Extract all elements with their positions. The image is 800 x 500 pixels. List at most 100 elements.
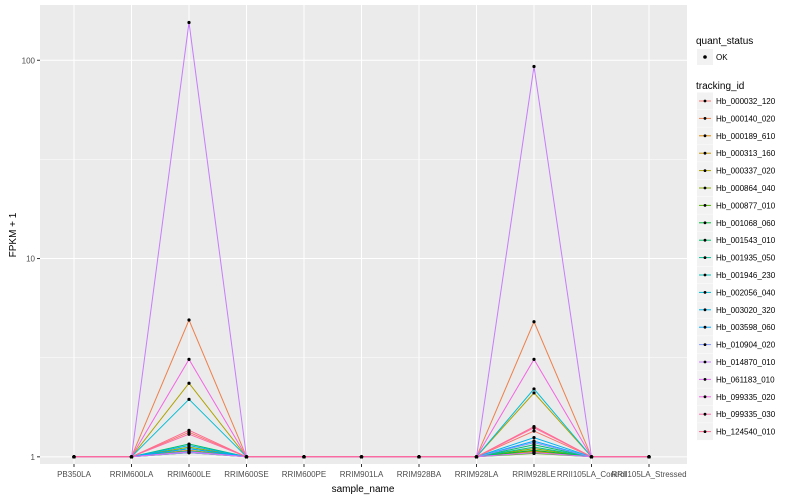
data-point <box>129 455 134 459</box>
legend-key-point <box>703 134 707 138</box>
x-tick-label: RRII105LA_Stressed <box>611 470 686 479</box>
x-tick-label: RRIM600LE <box>167 470 211 479</box>
x-tick-label: RRIM901LA <box>340 470 384 479</box>
legend-label-series: Hb_002056_040 <box>716 288 776 297</box>
y-tick-label: 100 <box>22 56 36 65</box>
x-tick-label: RRII105LA_Control <box>557 470 627 479</box>
x-tick-label: RRIM600LA <box>110 470 154 479</box>
legend-label-series: Hb_000877_010 <box>716 201 776 210</box>
y-tick-label: 10 <box>26 255 35 264</box>
legend-label-status: OK <box>716 53 728 62</box>
data-point <box>302 455 306 459</box>
legend-label-series: Hb_000313_160 <box>716 149 776 158</box>
y-tick-labels: 1 10 100 <box>22 56 36 462</box>
x-tick-label: RRIM928LA <box>455 470 499 479</box>
legend-label-series: Hb_099335_030 <box>716 410 776 419</box>
legend-label-series: Hb_001543_010 <box>716 236 776 245</box>
legend-series-items: Hb_000032_120 Hb_000140_020 Hb_000189_610 H… <box>697 92 776 441</box>
legend-key-point <box>703 117 707 120</box>
legend-key-point <box>703 256 707 259</box>
x-axis-title: sample_name <box>332 484 395 495</box>
data-point <box>532 443 536 447</box>
legend-key-point <box>703 308 707 312</box>
legend-label-series: Hb_003020_320 <box>716 306 776 315</box>
legend-key-point <box>703 412 707 416</box>
data-point <box>417 455 421 459</box>
legend: quant_status OK tracking_id Hb_000032_12… <box>696 36 776 441</box>
axis-ticks <box>37 59 650 467</box>
data-point <box>532 387 536 391</box>
x-tick-label: RRIM928LE <box>512 470 556 479</box>
data-point <box>187 20 191 25</box>
legend-label-series: Hb_001935_050 <box>716 254 776 263</box>
legend-key-point <box>703 378 707 381</box>
legend-label-series: Hb_000864_040 <box>716 184 776 193</box>
data-point <box>72 455 76 459</box>
x-tick-label: PB350LA <box>57 470 91 479</box>
y-tick-label: 1 <box>31 453 36 462</box>
data-point <box>187 450 191 454</box>
data-point <box>532 320 536 324</box>
data-point <box>532 436 536 440</box>
legend-key-point <box>703 99 707 103</box>
legend-key-point <box>703 291 707 294</box>
legend-key-point <box>703 151 707 155</box>
x-tick-label: RRIM600SE <box>224 470 268 479</box>
data-point <box>532 448 536 452</box>
data-point <box>647 455 651 459</box>
data-point <box>532 440 536 445</box>
legend-label-series: Hb_000189_610 <box>716 132 776 141</box>
data-point <box>474 455 479 459</box>
points-layer <box>72 20 651 459</box>
x-tick-label: RRIM600PE <box>282 470 326 479</box>
legend-label-series: Hb_003598_060 <box>716 323 776 332</box>
legend-label-series: Hb_000032_120 <box>716 97 776 106</box>
data-point <box>532 64 536 69</box>
legend-key-point <box>703 343 707 346</box>
plot-panel <box>40 5 687 464</box>
data-point <box>532 445 536 449</box>
data-point <box>187 443 191 448</box>
y-axis-title: FPKM + 1 <box>8 212 19 257</box>
x-tick-label: RRIM928BA <box>397 470 442 479</box>
data-point <box>244 455 249 459</box>
legend-key-point <box>703 55 707 59</box>
data-point <box>187 397 191 401</box>
legend-label-series: Hb_001068_060 <box>716 219 776 228</box>
x-tick-labels: PB350LA RRIM600LA RRIM600LE RRIM600SE RRIM60… <box>57 470 686 479</box>
data-point <box>532 391 536 395</box>
legend-key-point <box>703 360 707 364</box>
legend-key-point <box>703 221 707 225</box>
data-point <box>532 357 536 361</box>
legend-label-series: Hb_000140_020 <box>716 114 776 123</box>
legend-key-point <box>703 204 707 207</box>
legend-title-tracking-id: tracking_id <box>696 81 744 92</box>
data-point <box>187 428 191 432</box>
legend-label-series: Hb_010904_020 <box>716 341 776 350</box>
legend-key-point <box>703 430 707 433</box>
data-point <box>187 318 191 322</box>
legend-key-point <box>703 238 707 242</box>
data-point <box>187 381 191 385</box>
legend-label-series: Hb_000337_020 <box>716 167 776 176</box>
legend-key-point <box>703 325 707 329</box>
data-point <box>359 455 364 459</box>
data-point <box>532 429 536 433</box>
legend-label-series: Hb_014870_010 <box>716 358 776 367</box>
data-point <box>589 455 594 459</box>
data-point <box>532 425 536 429</box>
legend-label-series: Hb_099335_020 <box>716 393 776 402</box>
data-point <box>532 451 536 455</box>
data-point <box>187 432 191 436</box>
legend-label-series: Hb_124540_010 <box>716 428 776 437</box>
legend-key-point <box>703 169 707 173</box>
legend-key-point <box>703 273 707 277</box>
legend-label-series: Hb_061183_010 <box>716 375 775 384</box>
data-point <box>187 357 191 361</box>
legend-label-series: Hb_001946_230 <box>716 271 776 280</box>
legend-title-quant-status: quant_status <box>696 36 753 47</box>
legend-status-items: OK <box>697 49 728 65</box>
data-point <box>187 447 191 451</box>
legend-key-point <box>703 186 707 190</box>
